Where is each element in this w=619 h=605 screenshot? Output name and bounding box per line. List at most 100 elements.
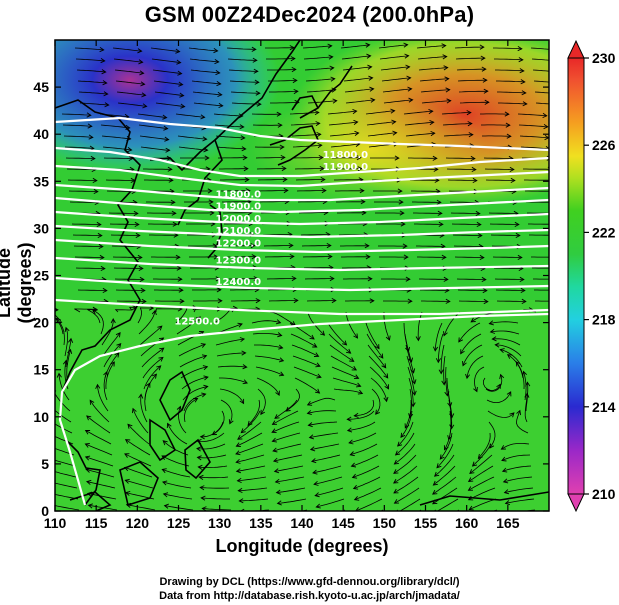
x-axis: 110 115 120 125 130 135 140 145 150 155 160 165 bbox=[44, 40, 520, 531]
streamline bbox=[421, 100, 451, 104]
streamline bbox=[137, 113, 167, 118]
streamline bbox=[458, 90, 488, 93]
streamline bbox=[501, 454, 531, 461]
streamline bbox=[307, 410, 337, 414]
streamline bbox=[103, 343, 122, 368]
streamline bbox=[115, 80, 145, 85]
streamline bbox=[151, 58, 181, 63]
streamline bbox=[102, 332, 121, 357]
cold-region bbox=[55, 40, 280, 175]
streamline-arrowhead bbox=[276, 500, 282, 506]
streamline-arrowhead bbox=[207, 188, 213, 194]
x-tick-label: 125 bbox=[167, 515, 191, 531]
streamline-arrowhead bbox=[440, 243, 446, 249]
streamline bbox=[289, 112, 319, 115]
streamline bbox=[200, 487, 230, 489]
streamline-arrowhead bbox=[290, 56, 296, 62]
streamline bbox=[309, 432, 339, 438]
streamline bbox=[292, 144, 322, 148]
streamline bbox=[219, 377, 248, 384]
x-tick-label: 110 bbox=[44, 515, 67, 531]
streamline bbox=[441, 112, 471, 115]
streamline bbox=[351, 454, 379, 467]
streamline bbox=[226, 47, 256, 50]
streamline-arrowhead bbox=[90, 155, 96, 162]
streamline-arrowhead bbox=[524, 392, 530, 398]
streamline-arrowhead bbox=[168, 177, 174, 183]
streamline-arrowhead bbox=[164, 136, 170, 142]
streamline bbox=[371, 388, 381, 415]
streamline-arrowhead bbox=[134, 221, 140, 227]
streamline-arrowhead bbox=[348, 439, 354, 445]
streamline-arrowhead bbox=[327, 43, 333, 49]
contour-label: 12500.0 bbox=[174, 316, 220, 327]
streamline bbox=[418, 67, 448, 71]
contour-label: 11900.0 bbox=[216, 202, 262, 213]
streamline bbox=[101, 319, 114, 346]
streamline-arrowhead bbox=[55, 317, 61, 323]
streamline-arrowhead bbox=[542, 112, 548, 119]
streamline-arrowhead bbox=[276, 111, 282, 117]
streamline-arrowhead bbox=[271, 437, 277, 443]
streamline-arrowhead bbox=[402, 243, 408, 249]
streamline bbox=[534, 91, 549, 94]
streamline bbox=[408, 377, 414, 407]
streamline-arrowhead bbox=[369, 86, 375, 92]
colorbar: 210 214 218 222 226 230 bbox=[567, 39, 616, 513]
streamline-arrowhead bbox=[408, 97, 414, 103]
streamline-arrowhead bbox=[203, 375, 209, 381]
streamline bbox=[492, 256, 522, 258]
streamline bbox=[139, 325, 163, 346]
streamline-arrowhead bbox=[443, 331, 448, 337]
streamline bbox=[367, 344, 387, 368]
streamline-arrowhead bbox=[481, 66, 487, 72]
streamline bbox=[501, 443, 530, 450]
streamline bbox=[483, 157, 513, 159]
streamline bbox=[241, 410, 261, 433]
streamline-arrowhead bbox=[521, 90, 527, 96]
streamline-arrowhead bbox=[559, 81, 563, 85]
streamline bbox=[458, 300, 488, 302]
streamline bbox=[456, 278, 486, 280]
streamline bbox=[400, 410, 413, 438]
streamline-arrowhead bbox=[202, 136, 208, 142]
streamline-arrowhead bbox=[491, 336, 497, 342]
streamline bbox=[504, 487, 534, 493]
streamline bbox=[267, 69, 296, 71]
streamline bbox=[495, 344, 522, 357]
streamline-arrowhead bbox=[313, 352, 320, 357]
streamline bbox=[485, 374, 503, 392]
streamline-arrowhead bbox=[96, 221, 102, 228]
streamline-arrowhead bbox=[439, 454, 445, 460]
streamline bbox=[183, 393, 206, 412]
streamline-arrowhead bbox=[482, 287, 488, 294]
streamline bbox=[303, 267, 333, 269]
streamline-arrowhead bbox=[103, 91, 109, 97]
streamline-arrowhead bbox=[510, 177, 516, 183]
streamline-arrowhead bbox=[353, 333, 359, 339]
streamline-arrowhead bbox=[443, 276, 449, 282]
streamline-arrowhead bbox=[172, 221, 178, 227]
x-tick-label: 160 bbox=[455, 515, 479, 531]
streamline-arrowhead bbox=[332, 98, 338, 104]
streamline-arrowhead bbox=[161, 468, 167, 474]
streamline-arrowhead bbox=[100, 265, 106, 272]
streamline bbox=[517, 113, 547, 117]
streamline-arrowhead bbox=[292, 77, 298, 84]
y-tick-label: 45 bbox=[33, 79, 49, 95]
streamline-arrowhead bbox=[442, 54, 448, 60]
streamline bbox=[369, 366, 389, 389]
streamline-arrowhead bbox=[236, 477, 242, 484]
streamline bbox=[64, 327, 69, 357]
streamline-arrowhead bbox=[445, 87, 451, 93]
streamline-arrowhead bbox=[438, 221, 444, 227]
streamline-arrowhead bbox=[482, 77, 488, 83]
streamline bbox=[228, 69, 258, 72]
streamline bbox=[440, 344, 445, 374]
streamline-arrowhead bbox=[110, 361, 115, 367]
streamline-arrowhead bbox=[99, 254, 105, 261]
streamline-arrowhead bbox=[468, 505, 474, 511]
streamline-arrowhead bbox=[93, 188, 99, 195]
streamline bbox=[306, 89, 336, 93]
streamline-arrowhead bbox=[274, 478, 281, 484]
